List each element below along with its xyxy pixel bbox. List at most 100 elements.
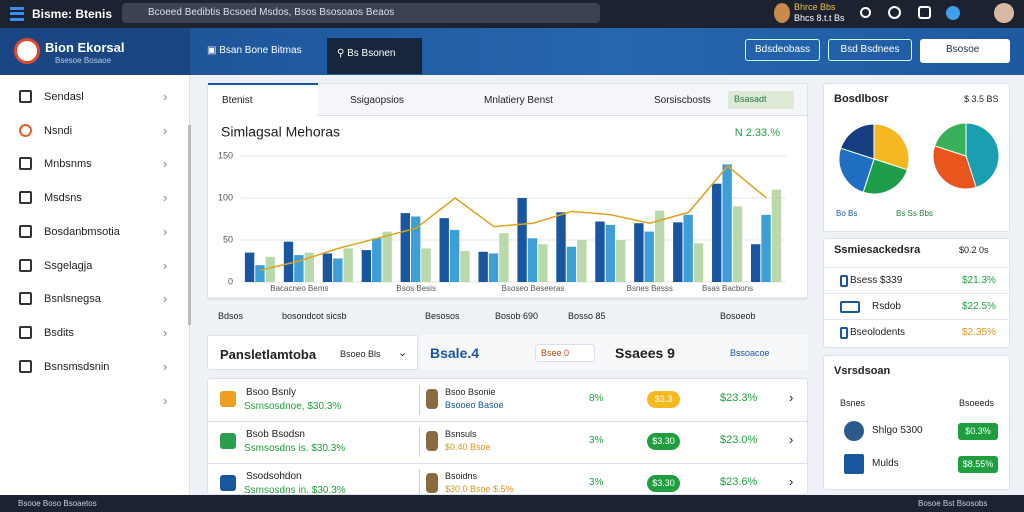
badge[interactable]: $3.3	[647, 391, 680, 408]
chevron[interactable]: ›	[163, 156, 168, 172]
nav-label[interactable]: Bsnlsnegsa	[44, 293, 101, 306]
chevron[interactable]: ›	[789, 390, 794, 405]
chevron[interactable]: ›	[163, 358, 168, 374]
chart-tab[interactable]: Ssigaopsios	[350, 95, 404, 106]
card-title: Bosdlbosr	[834, 93, 889, 105]
badge[interactable]: $0.3%	[958, 423, 998, 440]
nav-icon[interactable]	[19, 191, 32, 205]
nav-label[interactable]: Sendasl	[44, 91, 84, 103]
row-icon	[220, 433, 236, 449]
nav-icon[interactable]	[19, 90, 32, 103]
table: Bsoo Bsnly Ssmsosdnoe, $30.3% Bsoo Bsonie B…	[207, 378, 808, 495]
nav-label[interactable]: Bsnsmsdsnin	[44, 360, 110, 373]
summary-title: Pansletlamtoba	[220, 347, 317, 362]
chevron[interactable]: ›	[163, 257, 168, 273]
pie-slice	[932, 145, 977, 190]
tab-active[interactable]: ⚲ Bs Bsonen	[327, 38, 422, 74]
icon[interactable]	[946, 6, 960, 20]
percent: 3%	[589, 477, 604, 488]
chevron[interactable]: ›	[163, 122, 168, 138]
summary-link[interactable]: Bssoacoe	[730, 348, 770, 358]
card-title: Ssmiesackedsra	[834, 244, 921, 256]
row-icon	[844, 454, 864, 474]
filter[interactable]: Besosos	[425, 311, 460, 321]
tab[interactable]: ▣ Bsan Bone Bitmas	[207, 45, 302, 56]
nav-icon[interactable]	[19, 292, 32, 306]
bar	[732, 206, 743, 282]
nav-label[interactable]: Ssgelagja	[44, 259, 93, 272]
chart-tab[interactable]: Mnlatiery Benst	[484, 95, 553, 106]
badge[interactable]: $8.55%	[958, 456, 998, 473]
tab-active[interactable]	[208, 83, 318, 116]
chevron[interactable]: ⌄	[398, 347, 408, 359]
nav-label[interactable]: Bsdits	[44, 326, 74, 339]
pill[interactable]: Bsee 0	[535, 344, 595, 362]
percent: 8%	[589, 393, 604, 404]
row-icon	[840, 327, 848, 339]
nav-icon[interactable]	[19, 325, 32, 339]
icon[interactable]	[918, 6, 931, 19]
avatar[interactable]	[774, 3, 790, 23]
chevron[interactable]: ›	[163, 190, 168, 206]
button[interactable]: Bdsdeobass	[745, 39, 820, 61]
menu-icon[interactable]	[10, 7, 24, 21]
chart-tab[interactable]: Sorsiscbosts	[654, 95, 711, 106]
icon[interactable]	[888, 6, 901, 19]
bar	[460, 250, 470, 282]
search-icon[interactable]	[860, 7, 871, 18]
chevron[interactable]: ›	[163, 89, 168, 104]
nav-icon[interactable]	[19, 123, 32, 137]
pie-slice	[838, 147, 875, 193]
avatar	[426, 473, 438, 493]
bar	[488, 253, 499, 282]
filter-row: Bdsos bosondcot sicsb Besosos Bosob 690 Boss…	[207, 306, 808, 328]
button[interactable]: Bsd Bsdnees	[828, 39, 912, 61]
row-sub: Ssmsosdnoe, $30.3%	[244, 401, 342, 412]
bar	[361, 250, 372, 282]
bar	[644, 231, 654, 282]
row-divider	[208, 421, 807, 422]
pie-slice	[933, 122, 967, 157]
badge[interactable]: $3.30	[647, 433, 680, 450]
row-name: Bsob Bsodsn	[246, 429, 305, 440]
chevron[interactable]: ›	[163, 223, 168, 239]
filter[interactable]: Bosso 85	[568, 311, 606, 321]
chart: Simlagsal Mehoras N 2.33.% 0 50 100 150 Bacacn…	[208, 124, 807, 299]
chart-tab[interactable]: Btenist	[222, 95, 253, 106]
nav-icon[interactable]	[19, 258, 32, 272]
badge[interactable]: $3.30	[647, 475, 680, 492]
chevron[interactable]: ›	[163, 393, 168, 408]
dropdown[interactable]: Bsosoe	[920, 39, 1010, 63]
filter[interactable]: bosondcot sicsb	[282, 311, 347, 321]
stats-card: Ssmiesackedsra $0.2 0s Bsess $339 $21.3% R…	[823, 238, 1010, 348]
bar	[693, 243, 704, 282]
chevron[interactable]: ›	[789, 474, 794, 489]
nav-icon[interactable]	[19, 157, 32, 171]
nav-label[interactable]: Msdsns	[44, 192, 82, 205]
chevron[interactable]: ›	[789, 432, 794, 447]
chevron[interactable]: ›	[163, 324, 168, 340]
chevron[interactable]: ›	[163, 291, 168, 307]
nav-icon[interactable]	[19, 224, 32, 238]
pie-slice	[840, 123, 875, 160]
brand-area: Bion Ekorsal Bsesoe Bosaoe	[0, 28, 190, 75]
filter[interactable]: Bosoeob	[720, 311, 756, 321]
filter[interactable]: Bdsos	[218, 311, 244, 321]
avatar[interactable]	[994, 3, 1014, 23]
legend-label: Bs Ss Bbs	[896, 209, 933, 218]
chart-card: Btenist Ssigaopsios Mnlatiery Benst Sorsisc…	[207, 83, 808, 300]
bar	[449, 229, 460, 282]
x-tick-label: Bsoseo Beseeras	[502, 284, 565, 293]
address: Bcoeed Bedibtis Bcsoed Msdos, Bsos Bsoso…	[148, 7, 395, 18]
filter[interactable]: Bosob 690	[495, 311, 539, 321]
bar	[478, 251, 488, 282]
nav-label[interactable]: Nsndi	[44, 124, 73, 137]
nav-label[interactable]: Bosdanbmsotia	[44, 225, 120, 238]
address-bar[interactable]: Bcoeed Bedibtis Bcsoed Msdos, Bsos Bsoso…	[122, 3, 600, 23]
avatar	[426, 431, 438, 451]
nav-icon[interactable]	[19, 359, 32, 373]
nav-label[interactable]: Mnbsnms	[44, 158, 92, 171]
tag[interactable]: Bsasadt	[728, 91, 794, 109]
bar	[654, 210, 665, 282]
user-name: Bhrce Bbs	[794, 2, 836, 12]
